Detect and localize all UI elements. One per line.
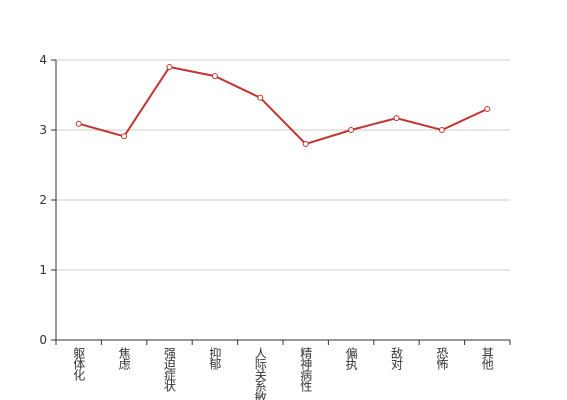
point	[438, 127, 445, 133]
x-tick-label: 恐怖	[435, 347, 449, 370]
point	[257, 94, 264, 101]
point	[393, 115, 400, 122]
line	[78, 65, 488, 146]
x-tick-label: 敌对	[390, 346, 404, 370]
point	[121, 133, 128, 140]
y-tick-label: 2	[39, 193, 47, 207]
y-tick-label: 1	[39, 263, 47, 277]
point	[166, 64, 173, 70]
y-tick-label: 0	[39, 333, 47, 347]
x-tick-label: 抑郁	[208, 346, 222, 371]
x-tick-label: 躯体化	[72, 346, 86, 382]
y-tick-label: 4	[39, 53, 47, 67]
point	[348, 127, 355, 133]
x-tick-label: 偏执	[344, 346, 358, 371]
point	[484, 106, 491, 112]
point	[75, 120, 82, 127]
y-tick-label: 3	[39, 123, 47, 137]
point	[211, 73, 218, 80]
x-tick-label: 精神病性	[299, 347, 313, 393]
x-tick-label: 焦虑	[117, 347, 131, 370]
point	[302, 141, 309, 147]
x-tick-label: 其他	[480, 347, 494, 370]
x-tick-label: 人际关系敏感	[253, 347, 267, 400]
x-tick-label: 强迫症状	[163, 347, 177, 392]
